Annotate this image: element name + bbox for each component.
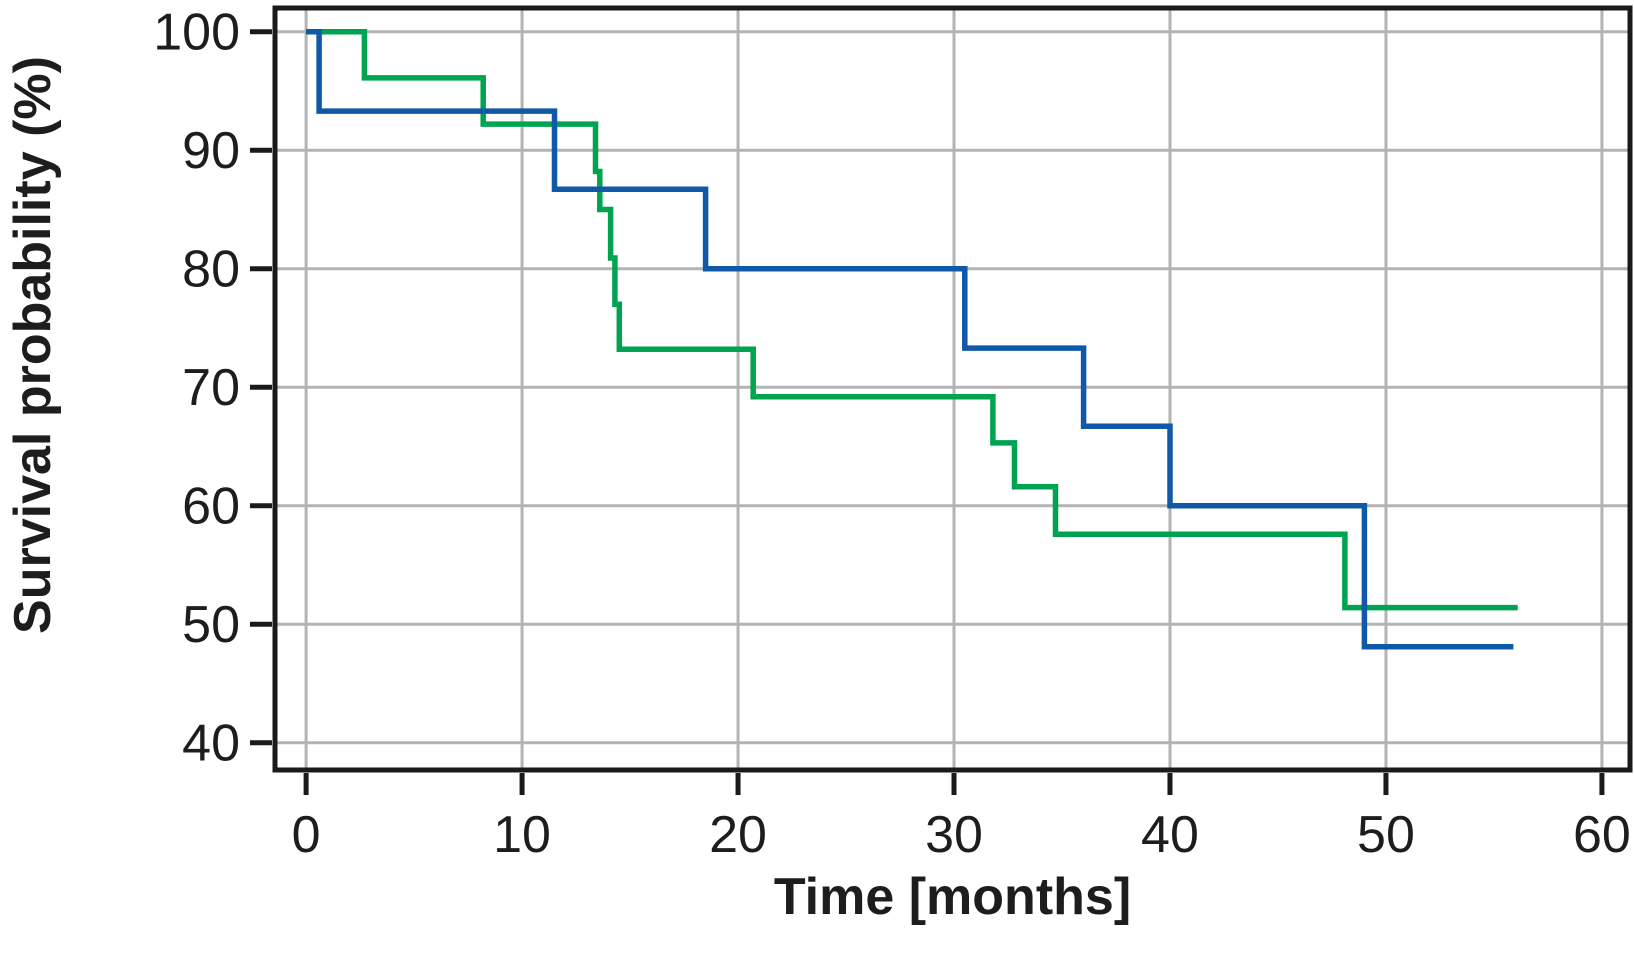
x-tick-label: 10 bbox=[493, 806, 551, 864]
y-tick-label: 50 bbox=[182, 596, 240, 654]
x-tick-label: 50 bbox=[1357, 806, 1415, 864]
x-tick-label: 40 bbox=[1141, 806, 1199, 864]
blue-group-survival-curve bbox=[306, 28, 1514, 650]
y-tick-label: 60 bbox=[182, 478, 240, 536]
x-tick-label: 30 bbox=[925, 806, 983, 864]
x-axis-title: Time [months] bbox=[773, 868, 1132, 926]
y-tick-label: 90 bbox=[182, 122, 240, 180]
green-group-survival-curve bbox=[306, 28, 1518, 611]
x-tick-label: 20 bbox=[709, 806, 767, 864]
y-tick-label: 70 bbox=[182, 359, 240, 417]
y-tick-label: 100 bbox=[153, 4, 240, 62]
x-tick-label: 0 bbox=[292, 806, 321, 864]
y-tick-label: 80 bbox=[182, 241, 240, 299]
x-tick-label: 60 bbox=[1573, 806, 1631, 864]
plot-border bbox=[272, 5, 1633, 773]
y-tick-label: 40 bbox=[182, 715, 240, 773]
